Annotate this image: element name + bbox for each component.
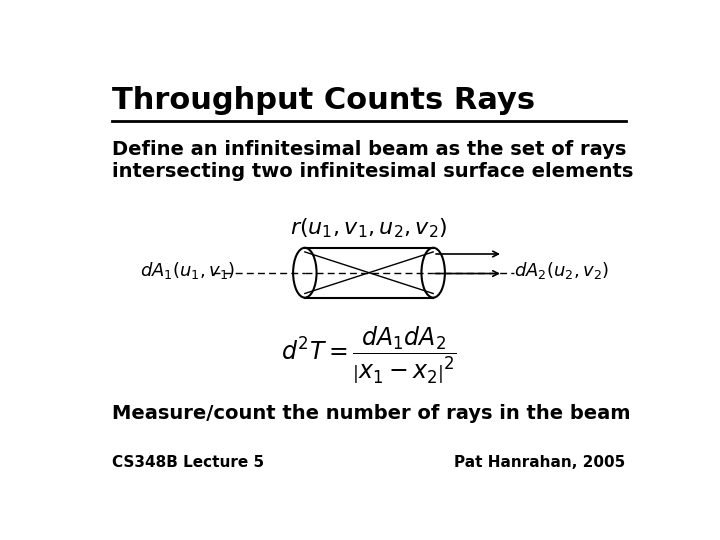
Text: $dA_2(u_2, v_2)$: $dA_2(u_2, v_2)$ (514, 260, 609, 281)
Text: CS348B Lecture 5: CS348B Lecture 5 (112, 455, 264, 470)
Text: $dA_1(u_1, v_1)$: $dA_1(u_1, v_1)$ (140, 260, 235, 281)
Text: Pat Hanrahan, 2005: Pat Hanrahan, 2005 (454, 455, 626, 470)
Text: $r(u_1, v_1, u_2, v_2)$: $r(u_1, v_1, u_2, v_2)$ (290, 217, 448, 240)
Text: $d^2T = \dfrac{dA_1 dA_2}{\left|x_1 - x_2\right|^2}$: $d^2T = \dfrac{dA_1 dA_2}{\left|x_1 - x_… (281, 325, 457, 386)
Text: Throughput Counts Rays: Throughput Counts Rays (112, 85, 536, 114)
Text: Measure/count the number of rays in the beam: Measure/count the number of rays in the … (112, 404, 631, 423)
Text: Define an infinitesimal beam as the set of rays
intersecting two infinitesimal s: Define an infinitesimal beam as the set … (112, 140, 634, 181)
